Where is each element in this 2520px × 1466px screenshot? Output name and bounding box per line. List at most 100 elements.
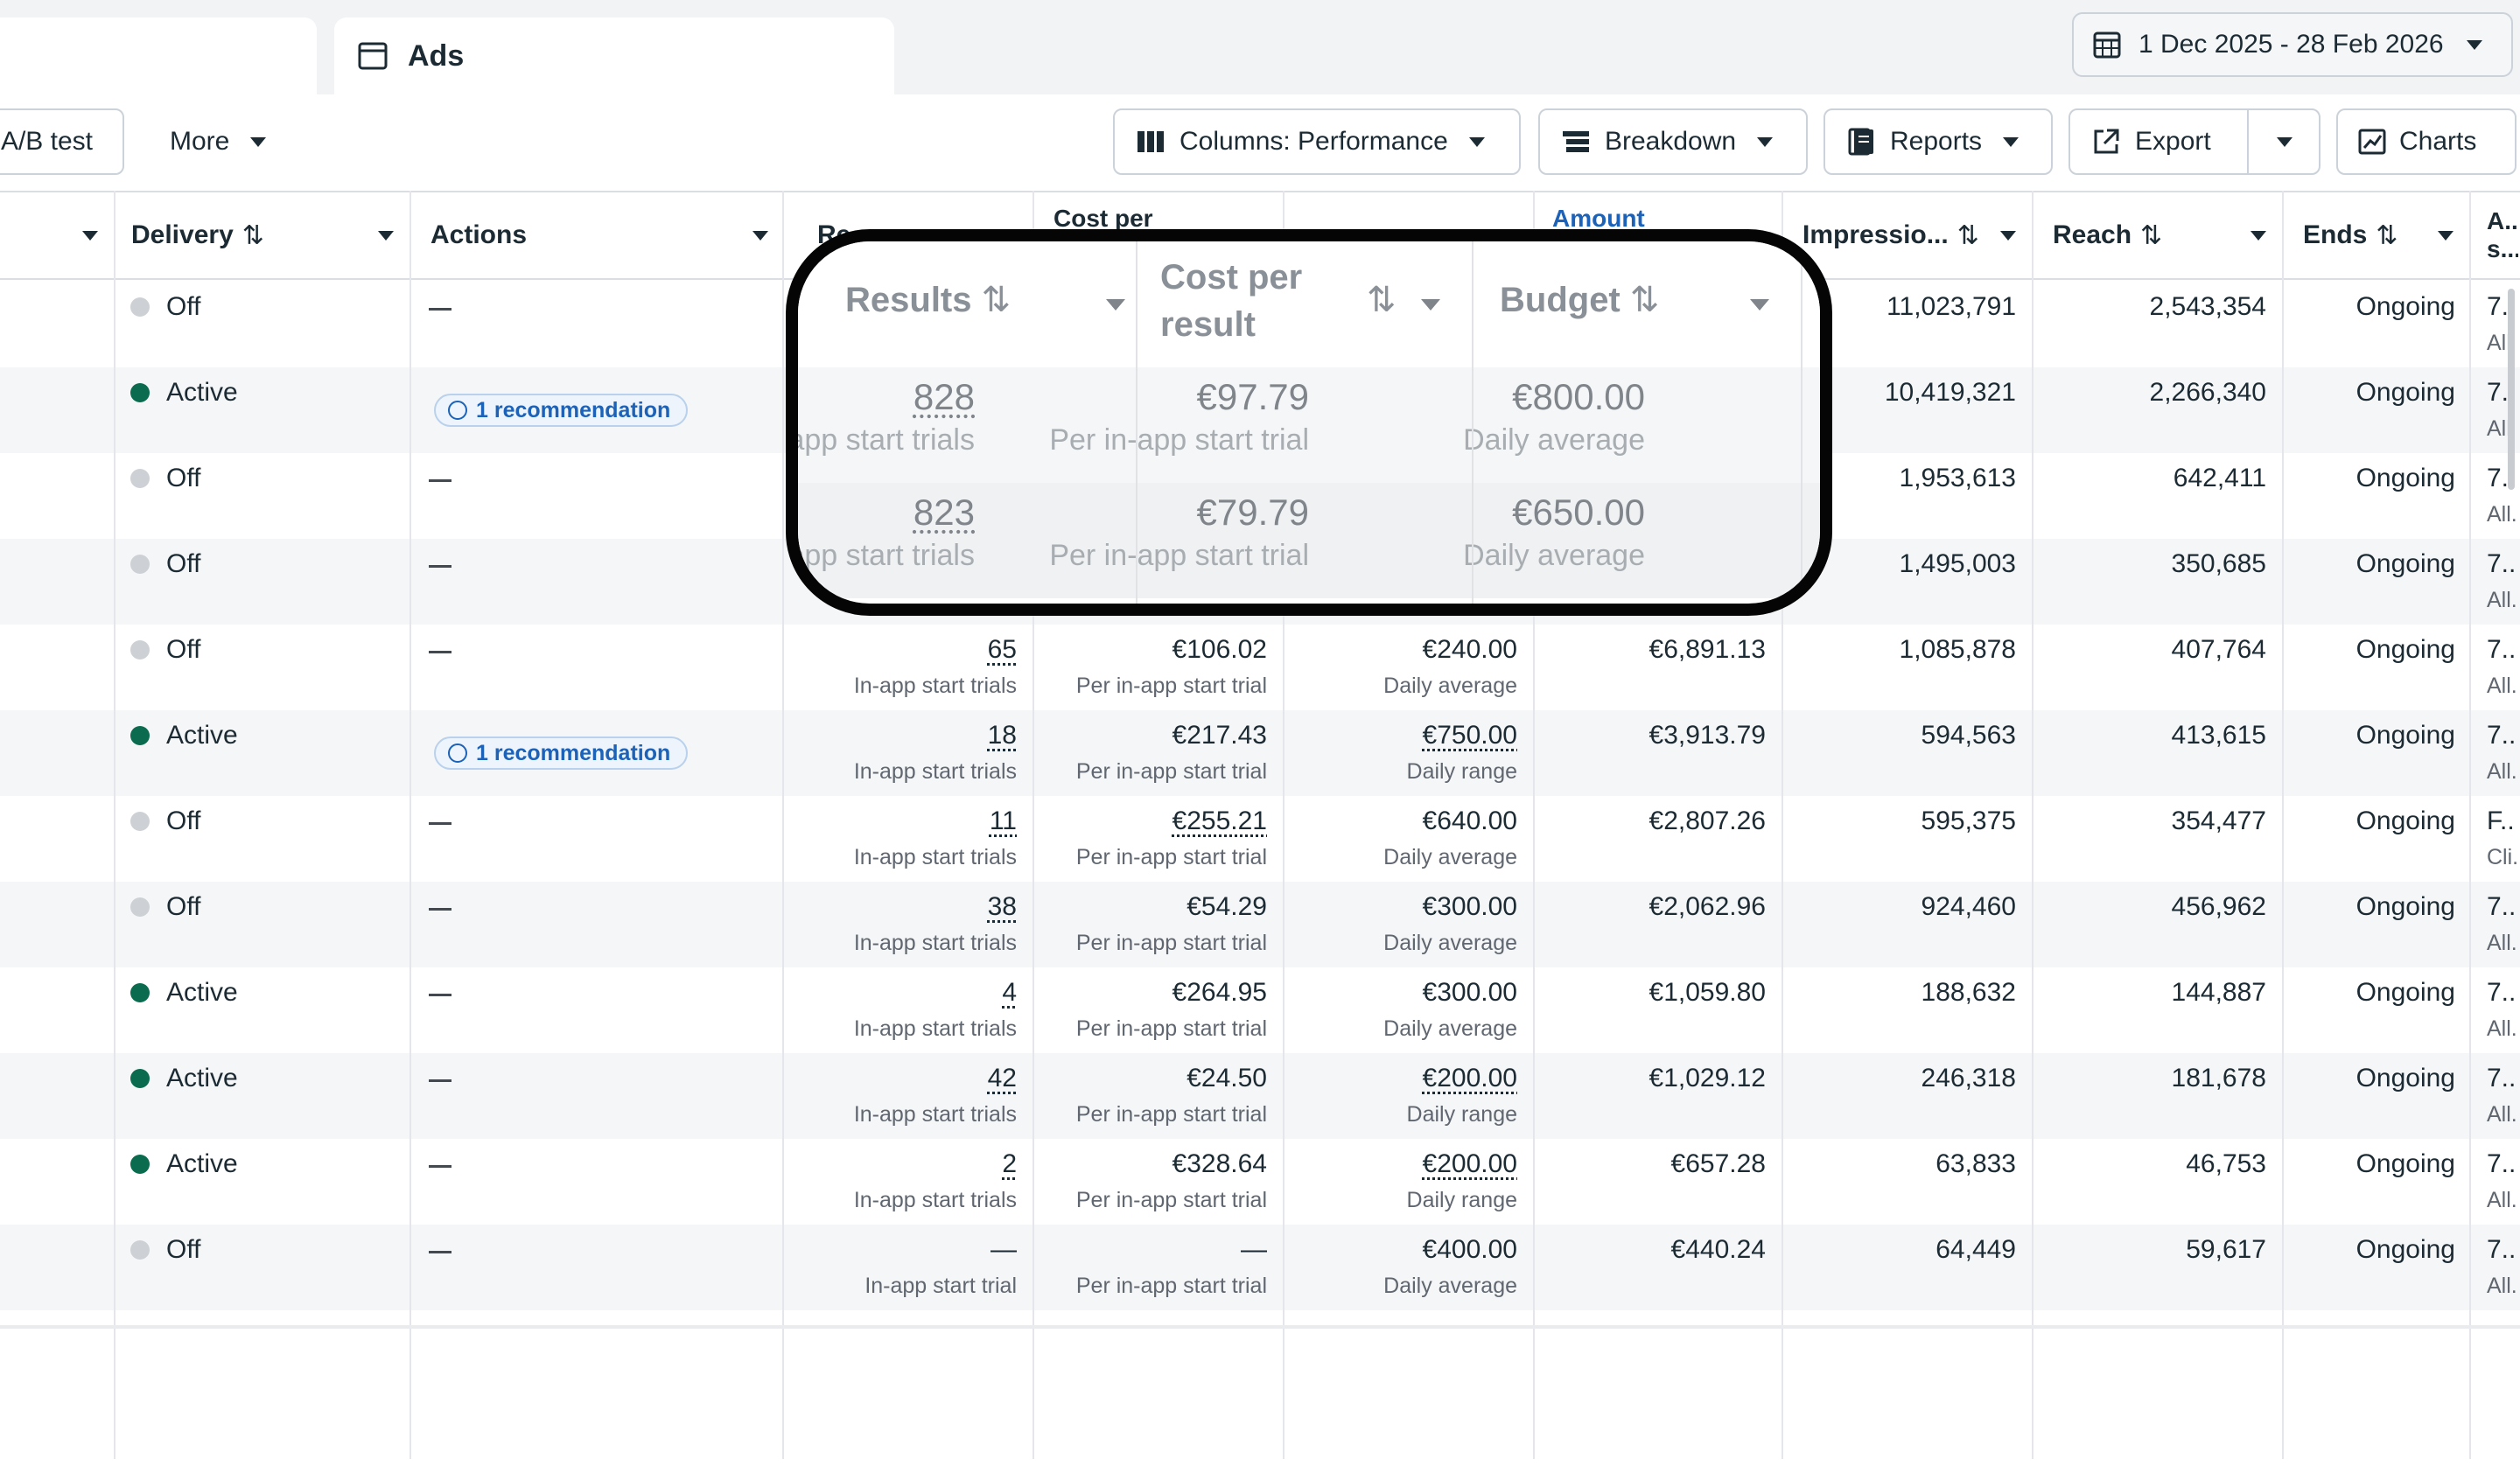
callout-header-budget[interactable]: Budget ⇅	[1500, 280, 1659, 320]
results-value[interactable]: 2	[1002, 1149, 1017, 1178]
callout-budget-value[interactable]: €800.00	[1512, 376, 1645, 417]
cost-per-result-sub: Per in-app start trial	[1075, 845, 1267, 869]
chevron-down-icon[interactable]	[82, 231, 98, 241]
table-row[interactable]: Off1,953,613642,411Ongoing7...All...	[0, 453, 2520, 539]
cost-per-result-value: —	[1241, 1235, 1267, 1264]
budget-value[interactable]: €750.00	[1422, 721, 1517, 750]
sort-icon[interactable]: ⇅	[242, 220, 264, 250]
recommendation-badge[interactable]: 1 recommendation	[434, 736, 689, 770]
table-row[interactable]: Active 2 In-app start trials €328.64 Per in-…	[0, 1139, 2520, 1225]
export-button[interactable]: Export	[2068, 108, 2320, 175]
results-value[interactable]: 11	[989, 806, 1017, 835]
attribution-value: 7...	[2487, 1235, 2516, 1264]
results-sub: In-app start trials	[853, 845, 1017, 869]
amount-spent-value: €2,807.26	[1648, 806, 1766, 835]
sort-icon[interactable]: ⇅	[1956, 220, 1979, 250]
results-value[interactable]: 4	[1002, 978, 1017, 1007]
budget-value[interactable]: €200.00	[1422, 1064, 1517, 1093]
reports-button[interactable]: Reports	[1824, 108, 2053, 175]
ads-icon	[358, 42, 388, 70]
callout-results-value[interactable]: 828	[913, 376, 975, 417]
budget-sub: Daily range	[1406, 759, 1517, 784]
callout-header-cost[interactable]: Cost per result	[1160, 254, 1302, 348]
breakdown-button[interactable]: Breakdown	[1538, 108, 1808, 175]
column-divider	[410, 191, 411, 1459]
results-value[interactable]: 65	[987, 635, 1017, 664]
table-row[interactable]: Off 11 In-app start trials €255.21 Per in-ap…	[0, 796, 2520, 882]
callout-divider	[1136, 241, 1138, 604]
more-button[interactable]: More	[170, 108, 267, 175]
budget-value[interactable]: €200.00	[1422, 1149, 1517, 1178]
columns-button[interactable]: Columns: Performance	[1113, 108, 1521, 175]
table-row[interactable]: Off — In-app start trial — Per in-app start …	[0, 1225, 2520, 1310]
header-amount[interactable]: Amount	[1552, 199, 1645, 238]
chevron-down-icon[interactable]	[378, 231, 394, 241]
chevron-down-icon	[1757, 136, 1774, 147]
table-row[interactable]: Off 11,023,791 2,543,354 Ongoing 7. All	[0, 282, 2520, 367]
table-row[interactable]: Active 42 In-app start trials €24.50 Per in-…	[0, 1053, 2520, 1139]
ends-value: Ongoing	[2356, 892, 2455, 921]
header-cost-partial[interactable]: Cost per	[1054, 199, 1153, 238]
delivery-status-dot	[130, 297, 150, 317]
tab-ads[interactable]: Ads	[334, 17, 894, 94]
budget-value[interactable]: €300.00	[1422, 892, 1517, 921]
chevron-down-icon[interactable]	[1421, 299, 1440, 311]
chevron-down-icon[interactable]	[2438, 231, 2454, 241]
results-value[interactable]: —	[990, 1235, 1017, 1264]
recommendation-badge[interactable]: 1 recommendation	[434, 394, 689, 427]
breakdown-icon	[1563, 131, 1589, 152]
sort-icon[interactable]: ⇅	[981, 281, 1012, 319]
budget-value[interactable]: €640.00	[1422, 806, 1517, 835]
sort-icon[interactable]: ⇅	[1629, 281, 1660, 319]
table-row[interactable]: Off 38 In-app start trials €54.29 Per in-app…	[0, 882, 2520, 967]
charts-icon	[2358, 129, 2386, 155]
recommendation-label: 1 recommendation	[476, 740, 671, 765]
attribution-value: 7...	[2487, 892, 2516, 921]
budget-sub: Daily average	[1383, 1274, 1517, 1298]
budget-sub: Daily range	[1406, 1102, 1517, 1127]
impressions-value: 1,495,003	[1899, 549, 2016, 578]
callout-header-results[interactable]: Results ⇅	[845, 280, 1011, 320]
header-delivery[interactable]: Delivery ⇅	[131, 191, 264, 280]
budget-value[interactable]: €400.00	[1422, 1235, 1517, 1264]
chevron-down-icon	[1468, 136, 1485, 147]
budget-value[interactable]: €240.00	[1422, 635, 1517, 664]
sort-icon[interactable]: ⇅	[1367, 281, 1396, 319]
reach-value: 456,962	[2171, 892, 2266, 921]
export-dropdown-icon[interactable]	[2277, 137, 2292, 147]
table-row[interactable]: Active 4 In-app start trials €264.95 Per in-…	[0, 967, 2520, 1053]
reach-value: 46,753	[2186, 1149, 2266, 1178]
sort-icon[interactable]: ⇅	[2140, 220, 2163, 250]
header-reach[interactable]: Reach ⇅	[2053, 191, 2162, 280]
budget-value[interactable]: €300.00	[1422, 978, 1517, 1007]
amount-spent-value: €6,891.13	[1648, 635, 1766, 664]
sort-icon[interactable]: ⇅	[2376, 220, 2398, 250]
table-row[interactable]: Off 65 In-app start trials €106.02 Per in-ap…	[0, 625, 2520, 710]
header-impressions[interactable]: Impressio... ⇅	[1802, 191, 1979, 280]
ab-test-button[interactable]: A/B test	[0, 108, 124, 175]
delivery-status: Active	[166, 1064, 238, 1093]
results-value[interactable]: 38	[987, 892, 1017, 921]
header-attribution[interactable]: A... s...	[2487, 191, 2518, 280]
callout-budget-value[interactable]: €650.00	[1512, 492, 1645, 533]
vertical-scrollbar[interactable]	[2508, 289, 2515, 490]
chevron-down-icon[interactable]	[2250, 231, 2266, 241]
results-value[interactable]: 18	[987, 721, 1017, 750]
table-row[interactable]: Active 1 recommendation 18 In-app start tri…	[0, 710, 2520, 796]
chevron-down-icon[interactable]	[2000, 231, 2016, 241]
impressions-value: 11,023,791	[1886, 292, 2016, 321]
callout-results-value[interactable]: 823	[913, 492, 975, 533]
chevron-down-icon[interactable]	[1106, 299, 1125, 311]
header-actions[interactable]: Actions	[430, 191, 527, 280]
header-ends[interactable]: Ends ⇅	[2303, 191, 2398, 280]
chevron-down-icon[interactable]	[1750, 299, 1769, 311]
column-divider	[782, 191, 784, 1459]
cost-per-result-sub: Per in-app start trial	[1075, 1016, 1267, 1041]
charts-button[interactable]: Charts	[2336, 108, 2516, 175]
chevron-down-icon[interactable]	[752, 231, 768, 241]
results-value[interactable]: 42	[987, 1064, 1017, 1093]
date-range-picker[interactable]: 1 Dec 2025 - 28 Feb 2026	[2072, 12, 2513, 77]
header-attribution-label: A... s...	[2487, 207, 2518, 262]
delivery-status: Active	[166, 1149, 238, 1178]
tab-campaigns[interactable]	[0, 17, 317, 94]
